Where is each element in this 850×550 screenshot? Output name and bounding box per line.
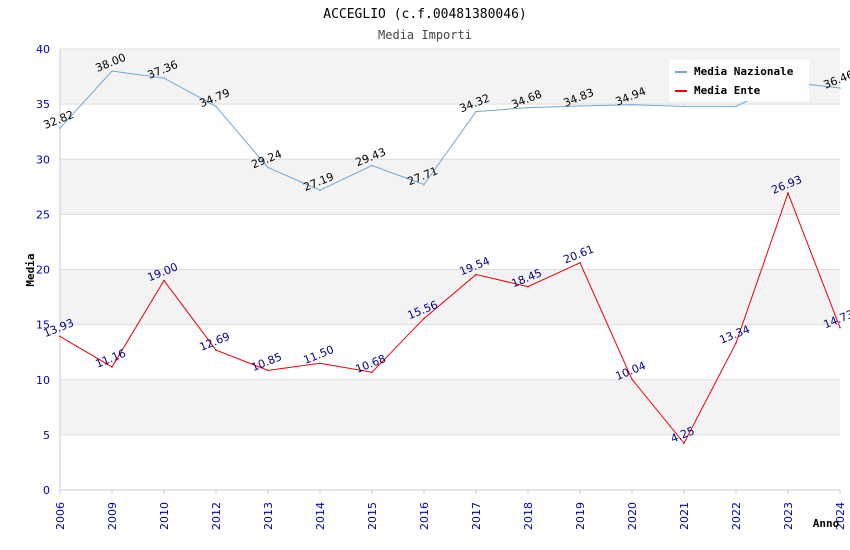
x-tick-label: 2014 — [314, 502, 327, 530]
chart-title: ACCEGLIO (c.f.00481380046) — [323, 7, 527, 22]
y-tick-label: 5 — [43, 429, 50, 442]
x-tick-label: 2019 — [574, 502, 587, 530]
series-line — [59, 191, 841, 445]
x-tick-label: 2006 — [54, 502, 67, 530]
x-tick-label: 2024 — [834, 502, 847, 530]
x-tick-label: 2012 — [210, 502, 223, 530]
data-point — [59, 127, 61, 129]
y-tick-label: 25 — [36, 208, 50, 221]
x-tick-label: 2018 — [522, 502, 535, 530]
x-tick-label: 2010 — [158, 502, 171, 530]
data-point — [423, 183, 425, 186]
grid-band — [60, 104, 840, 160]
x-tick-label: 2009 — [106, 502, 119, 530]
series-lines — [59, 70, 841, 445]
x-tick-label: 2015 — [366, 502, 379, 530]
grid-bands — [60, 49, 840, 490]
x-tick-label: 2020 — [626, 502, 639, 530]
data-point — [163, 77, 165, 79]
data-point — [787, 192, 789, 194]
data-point — [735, 105, 737, 108]
x-tick-label: 2022 — [730, 502, 743, 530]
series-line — [59, 70, 841, 191]
x-tick-label: 2013 — [262, 502, 275, 530]
y-tick-label: 35 — [36, 98, 50, 111]
data-point — [59, 335, 61, 338]
data-point — [683, 442, 685, 444]
data-point — [839, 326, 841, 329]
y-tick-label: 15 — [36, 319, 50, 332]
y-tick-label: 30 — [36, 153, 50, 166]
data-point — [683, 105, 685, 108]
grid-band — [60, 214, 840, 270]
data-point — [267, 369, 269, 372]
data-point — [215, 105, 217, 108]
x-tick-label: 2023 — [782, 502, 795, 530]
legend-label-ente: Media Ente — [694, 84, 761, 97]
data-point — [735, 342, 737, 344]
data-point — [319, 189, 321, 192]
x-tick-label: 2016 — [418, 502, 431, 530]
chart-subtitle: Media Importi — [378, 28, 472, 42]
x-axis-label: Anno — [813, 517, 840, 530]
legend-label-nazionale: Media Nazionale — [694, 65, 794, 78]
y-tick-label: 40 — [36, 43, 50, 56]
grid-band — [60, 159, 840, 215]
data-point — [267, 166, 269, 169]
data-point — [631, 378, 633, 381]
legend-box — [669, 60, 809, 101]
data-point — [839, 87, 841, 89]
data-point — [423, 317, 425, 320]
y-tick-label: 0 — [43, 484, 50, 497]
tick-labels: 0 5 10 15 20 25 30 35 40 2006 2009 2010 2012 2013 2014… — [36, 43, 847, 530]
data-point — [163, 279, 165, 282]
data-point — [475, 110, 477, 113]
data-point — [111, 70, 113, 72]
y-tick-label: 20 — [36, 264, 50, 277]
data-point — [371, 371, 373, 374]
data-point — [579, 261, 581, 264]
data-point — [111, 366, 113, 368]
data-point — [475, 273, 477, 276]
data-point — [215, 349, 217, 351]
data-point — [319, 362, 321, 365]
y-tick-label: 10 — [36, 374, 50, 387]
axes — [59, 49, 841, 494]
legend: Media Nazionale Media Ente — [669, 60, 809, 101]
grid-band — [60, 324, 840, 380]
x-tick-label: 2017 — [470, 502, 483, 530]
data-point — [579, 105, 581, 107]
data-point — [527, 285, 529, 288]
grid-band — [60, 434, 840, 490]
grid-band — [60, 379, 840, 435]
data-point — [631, 103, 633, 106]
y-axis-label: Media — [24, 253, 37, 286]
data-point — [371, 164, 373, 167]
data-point — [527, 106, 529, 109]
x-tick-label: 2021 — [678, 502, 691, 530]
